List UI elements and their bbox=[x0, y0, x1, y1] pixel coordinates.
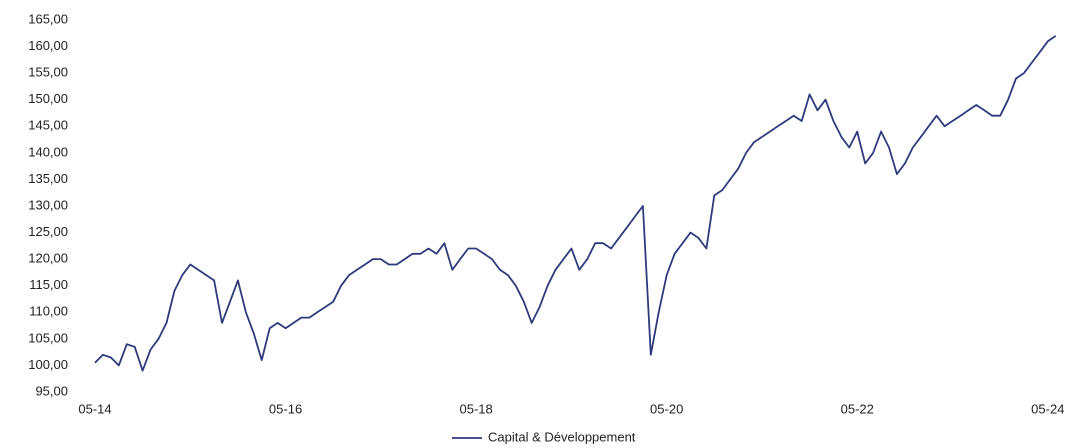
y-tick-label: 135,00 bbox=[28, 171, 68, 186]
y-tick-label: 105,00 bbox=[28, 330, 68, 345]
y-tick-label: 100,00 bbox=[28, 357, 68, 372]
y-tick-label: 110,00 bbox=[29, 304, 68, 319]
x-tick-label: 05-16 bbox=[269, 401, 302, 416]
y-tick-label: 125,00 bbox=[28, 224, 68, 239]
legend-label: Capital & Développement bbox=[488, 429, 636, 444]
x-tick-label: 05-14 bbox=[78, 401, 111, 416]
y-tick-label: 165,00 bbox=[28, 11, 68, 26]
x-tick-label: 05-24 bbox=[1031, 401, 1064, 416]
line bbox=[94, 35, 1057, 372]
y-tick-label: 140,00 bbox=[28, 144, 68, 159]
y-tick-label: 130,00 bbox=[28, 197, 68, 212]
y-tick-label: 145,00 bbox=[28, 118, 68, 133]
y-tick-label: 155,00 bbox=[28, 65, 68, 80]
y-tick-label: 115,00 bbox=[29, 277, 68, 292]
x-tick-label: 05-22 bbox=[841, 401, 874, 416]
y-tick-label: 150,00 bbox=[28, 91, 68, 106]
x-tick-label: 05-18 bbox=[459, 401, 492, 416]
y-tick-label: 95,00 bbox=[35, 383, 68, 398]
x-tick-label: 05-20 bbox=[650, 401, 683, 416]
y-tick-label: 120,00 bbox=[28, 251, 68, 266]
y-tick-label: 160,00 bbox=[28, 38, 68, 53]
